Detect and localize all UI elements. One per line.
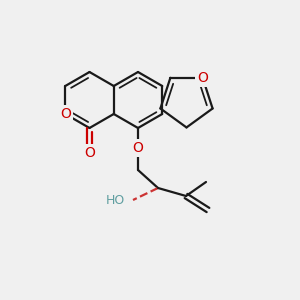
Text: O: O xyxy=(84,146,95,160)
Text: O: O xyxy=(197,71,208,85)
Text: HO: HO xyxy=(106,194,125,206)
Text: O: O xyxy=(133,141,143,155)
Text: O: O xyxy=(60,107,71,121)
